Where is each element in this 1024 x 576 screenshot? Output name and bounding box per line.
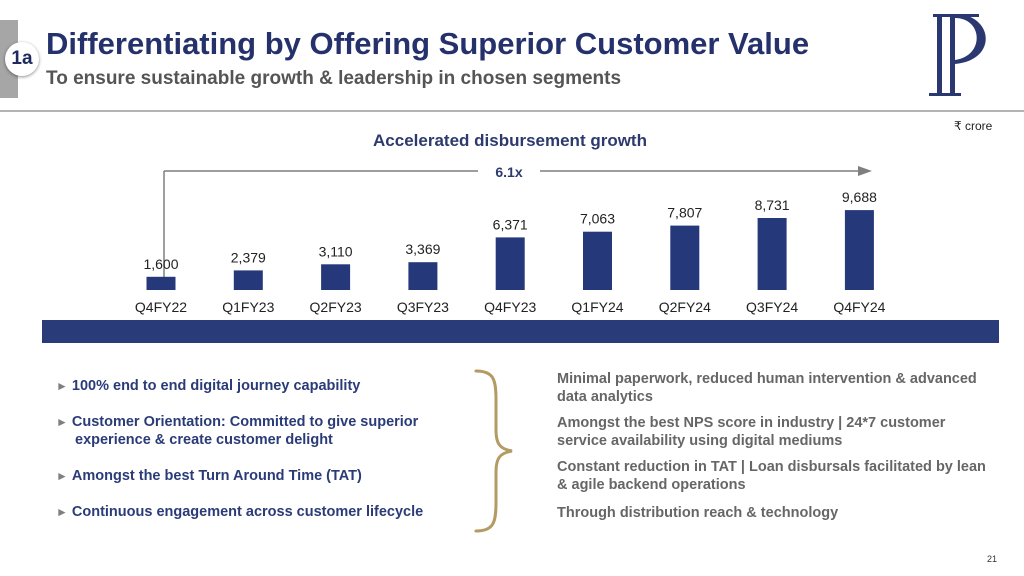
bullet-arrow-icon: ► [56,469,68,483]
bar-value-label: 2,379 [231,249,266,265]
capability-item: ► Amongst the best Turn Around Time (TAT) [56,468,362,484]
outcome-text: Minimal paperwork, reduced human interve… [557,371,977,405]
page-subtitle: To ensure sustainable growth & leadershi… [46,68,622,89]
page-title: Differentiating by Offering Superior Cus… [46,26,810,61]
separator-band [42,320,999,343]
bar-Q1FY23 [233,270,263,290]
bar-value-label: 3,369 [405,241,440,257]
bar-Q4FY22 [146,276,176,290]
x-tick-label: Q2FY24 [659,299,711,315]
unit-label: ₹ crore [954,119,993,133]
growth-arrow: 6.1x [163,161,872,283]
bar-value-label: 3,110 [319,243,353,259]
bar-Q2FY24 [670,225,700,290]
x-tick-label: Q4FY23 [484,299,536,315]
bar-value-label: 6,371 [493,216,528,232]
growth-multiple-label: 6.1x [495,164,522,180]
capability-item: ► Continuous engagement across customer l… [56,504,424,520]
x-tick-label: Q4FY22 [135,299,187,315]
x-tick-label: Q1FY24 [571,299,623,315]
bar-Q3FY23 [408,262,438,290]
bar-Q4FY23 [495,237,525,290]
disbursement-bar-chart: 6.1x 1,600 Q4FY22 2,379 Q1FY23 3,110 Q2FY23 3,… [134,161,886,315]
bar-Q2FY23 [321,264,351,290]
x-tick-label: Q2FY23 [310,299,362,315]
bullet-arrow-icon: ► [56,505,68,519]
page-number: 21 [987,554,998,564]
section-badge: 1a [5,42,39,76]
capability-item: ► Customer Orientation: Committed to give… [56,414,419,448]
bar-value-label: 7,807 [667,205,702,221]
bar-value-label: 7,063 [580,211,615,227]
company-logo: P [929,14,986,96]
bar-value-label: 9,688 [842,189,877,205]
bullet-arrow-icon: ► [56,379,68,393]
outcome-text: Amongst the best NPS score in industry |… [557,415,946,449]
header-divider [0,110,1024,112]
capability-item: ► 100% end to end digital journey capabil… [56,378,361,394]
bar-Q3FY24 [757,218,787,290]
bar-value-label: 1,600 [143,256,178,272]
x-tick-label: Q4FY24 [833,299,885,315]
bar-value-label: 8,731 [755,197,790,213]
bar-Q4FY24 [844,210,874,290]
x-tick-label: Q1FY23 [222,299,274,315]
chart-title: Accelerated disbursement growth [373,131,647,150]
bullet-arrow-icon: ► [56,415,68,429]
outcome-text: Through distribution reach & technology [557,505,839,521]
x-tick-label: Q3FY24 [746,299,798,315]
x-tick-label: Q3FY23 [397,299,449,315]
outcome-text: Constant reduction in TAT | Loan disburs… [557,459,986,493]
bar-Q1FY24 [583,231,612,290]
curly-brace-icon [474,369,513,533]
